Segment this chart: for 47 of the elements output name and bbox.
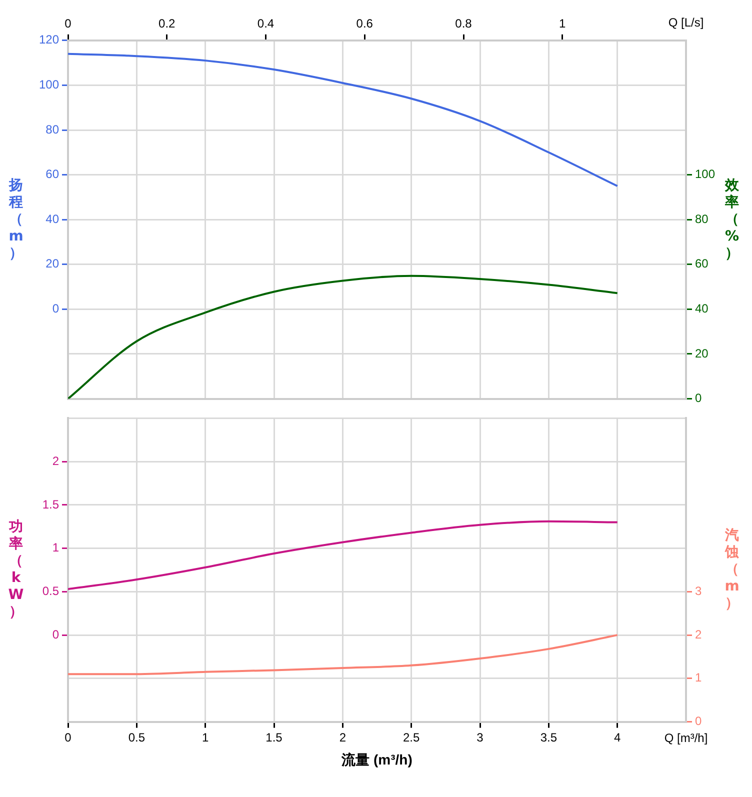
y-tick-label: 0: [52, 302, 60, 316]
y2-tick-label: 1: [695, 670, 702, 685]
y-tick-label: 80: [46, 122, 60, 136]
x-tick-label: 2: [339, 730, 346, 744]
x2-tick-label: 0.6: [356, 16, 374, 31]
y-tick-label: 0.5: [42, 584, 60, 598]
y2-tick-label: 60: [695, 256, 709, 271]
line-series: [68, 274, 618, 399]
x2-tick-label: 0.8: [455, 16, 472, 31]
y-tick-label: 60: [46, 167, 60, 182]
x2-tick-label: 0.4: [257, 16, 274, 31]
y2-axis-title: 汽蚀（m）: [724, 528, 740, 612]
x2-tick-label: 1: [559, 16, 566, 31]
x-tick-label: 1.5: [266, 730, 283, 744]
y2-tick-label: 100: [695, 167, 716, 182]
x2-tick-label: 0.2: [158, 16, 176, 31]
y2-tick-label: 20: [695, 346, 709, 360]
y2-tick-label: 40: [695, 302, 709, 316]
x2-axis-title: Q [L/s]: [668, 16, 704, 30]
y2-axis-title: 效率（%）: [724, 177, 740, 262]
text: Q [m³/h]: [664, 731, 708, 746]
y-axis-title: 功率（kW）: [8, 519, 24, 621]
x-tick-label: 2.5: [402, 730, 420, 744]
y2-tick-label: 80: [695, 212, 709, 226]
x-tick-label: 4: [614, 730, 621, 744]
x-tick-label: 1: [202, 730, 209, 744]
y-tick-label: 120: [38, 32, 60, 47]
x-tick-label: 3: [476, 730, 484, 744]
y2-tick-label: 0: [695, 714, 702, 728]
y-tick-label: 100: [38, 78, 60, 92]
x-tick-label: 0: [64, 730, 72, 744]
y-tick-label: 20: [46, 256, 60, 271]
x-axis-title: 流量 (m³/h): [340, 751, 412, 768]
x-tick-label: 0.5: [128, 730, 146, 744]
y2-tick-label: 0: [695, 391, 702, 406]
y-tick-label: 0: [52, 627, 60, 642]
y2-tick-label: 3: [695, 584, 702, 598]
y-tick-label: 40: [46, 212, 60, 226]
y-tick-label: 2: [52, 454, 60, 468]
y-tick-label: 1.5: [42, 497, 60, 512]
line-series: [68, 634, 618, 676]
x-tick-label: 3.5: [540, 730, 558, 744]
y2-tick-label: 2: [695, 627, 702, 642]
line-series: [68, 52, 618, 187]
x2-tick-label: 0: [64, 16, 72, 31]
y-tick-label: 1: [52, 540, 60, 555]
y-axis-title: 扬程（m）: [8, 177, 24, 262]
